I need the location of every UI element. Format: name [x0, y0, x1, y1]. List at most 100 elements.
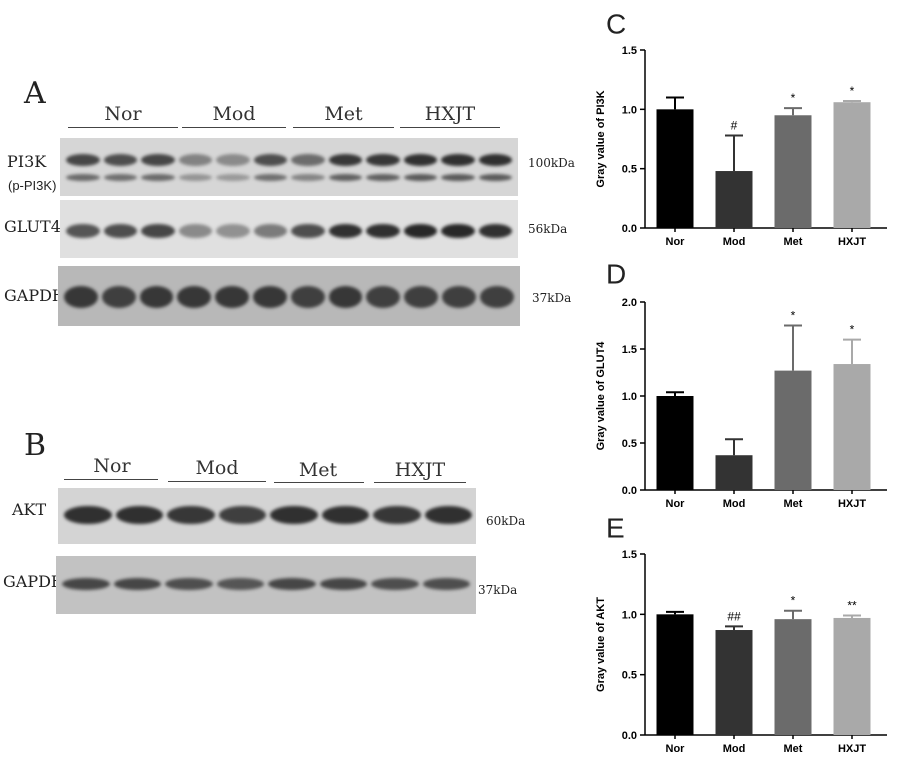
blot-band [216, 154, 250, 166]
significance-mark: * [850, 84, 855, 98]
western-blot-pi3k [60, 138, 518, 196]
blot-band [403, 224, 437, 238]
significance-mark: ** [847, 599, 857, 613]
kda-label: 100kDa [528, 156, 575, 170]
blot-band [115, 506, 163, 524]
panel-letter-b: B [24, 428, 47, 463]
blot-band [328, 174, 362, 181]
kda-label: 37kDa [532, 291, 572, 305]
kda-label: 60kDa [486, 514, 526, 528]
blot-band [291, 154, 325, 166]
group-underline [400, 127, 500, 128]
group-underline [374, 482, 466, 483]
blot-band [371, 578, 419, 590]
blot-band [178, 154, 212, 166]
group-label-nor: Nor [104, 103, 142, 125]
blot-band [328, 154, 362, 166]
blot-band [62, 578, 110, 590]
blot-band [403, 154, 437, 166]
bar-nor [656, 614, 694, 735]
x-tick-label: HXJT [838, 498, 866, 510]
blot-band [478, 224, 512, 238]
blot-band [64, 506, 112, 524]
blot-band [291, 224, 325, 238]
protein-label-akt: AKT [12, 500, 47, 519]
bar-nor [656, 109, 694, 228]
western-blot-gapdh [56, 556, 476, 614]
protein-label-gapdh: GAPDH [3, 572, 65, 591]
panel-letter-e: E [606, 512, 625, 543]
protein-label-gapdh: GAPDH [4, 286, 66, 305]
blot-band [141, 224, 175, 238]
group-label-mod: Mod [212, 103, 256, 125]
blot-band [167, 506, 215, 524]
western-blot-akt [58, 488, 476, 544]
x-tick-label: Mod [723, 236, 746, 248]
x-tick-label: Met [784, 498, 803, 510]
x-tick-label: Nor [666, 236, 686, 248]
y-tick-label: 2.0 [622, 297, 637, 309]
blot-band [216, 174, 250, 181]
blot-band [328, 286, 363, 308]
group-label-nor: Nor [93, 455, 131, 477]
y-tick-label: 0.5 [622, 438, 637, 450]
group-label-hxjt: HXJT [424, 103, 476, 125]
y-tick-label: 0.0 [622, 485, 637, 497]
panel-letter-c: C [606, 8, 626, 39]
blot-band [270, 506, 318, 524]
group-label-hxjt: HXJT [394, 459, 446, 481]
bar-nor [656, 396, 694, 490]
blot-band [101, 286, 136, 308]
blot-band [422, 578, 470, 590]
blot-band [366, 224, 400, 238]
blot-band [215, 286, 249, 308]
blot-band [216, 578, 264, 590]
blot-band [178, 224, 212, 238]
group-underline [274, 482, 364, 483]
kda-label: 56kDa [528, 222, 568, 236]
blot-band [366, 174, 400, 181]
blot-band [478, 174, 512, 181]
panel-letter-d: D [606, 258, 626, 289]
group-underline [64, 479, 158, 480]
blot-band [441, 154, 475, 166]
protein-sublabel-p-pi3k: (p-PI3K) [8, 178, 57, 193]
significance-mark: ## [727, 609, 741, 623]
western-blot-glut4 [60, 200, 518, 258]
blot-band [404, 286, 438, 308]
blot-band [441, 174, 475, 181]
y-tick-label: 1.0 [622, 391, 637, 403]
blot-band [103, 224, 137, 238]
significance-mark: # [731, 118, 738, 132]
blot-band [216, 224, 250, 238]
y-tick-label: 0.5 [622, 670, 637, 682]
blot-band [139, 286, 174, 308]
x-tick-label: Mod [723, 498, 746, 510]
bar-mod [715, 455, 753, 490]
blot-band [321, 506, 369, 524]
group-label-mod: Mod [195, 457, 239, 479]
blot-band [441, 224, 475, 238]
bar-hxjt [833, 102, 871, 228]
protein-label-glut4: GLUT4 [4, 217, 61, 236]
blot-band [113, 578, 161, 590]
blot-band [253, 154, 287, 166]
x-tick-label: Nor [666, 498, 686, 510]
blot-band [141, 174, 175, 181]
significance-mark: * [791, 91, 796, 105]
x-tick-label: Nor [666, 743, 686, 755]
blot-band [479, 286, 514, 308]
y-tick-label: 1.5 [622, 344, 637, 356]
panel-letter-a: A [24, 76, 46, 111]
bar-hxjt [833, 617, 871, 735]
significance-mark: * [850, 323, 855, 337]
blot-band [253, 174, 287, 181]
blot-band [66, 224, 100, 238]
blot-band [478, 154, 512, 166]
y-tick-label: 0.5 [622, 164, 637, 176]
y-tick-label: 1.0 [622, 609, 637, 621]
blot-band [403, 174, 437, 181]
blot-band [328, 224, 362, 238]
group-underline [68, 127, 178, 128]
